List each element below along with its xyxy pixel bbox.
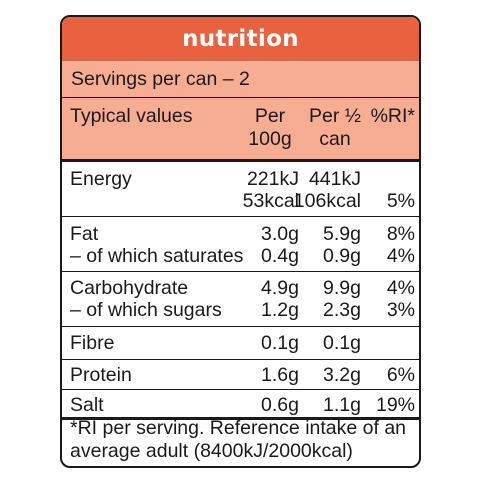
row-per-100g: 4.9g: [261, 277, 299, 299]
row-label: Carbohydrate: [70, 277, 189, 299]
servings-per-can: Servings per can – 2: [62, 60, 419, 98]
ri-footnote: *RI per serving. Reference intake of an …: [70, 417, 415, 463]
row-label: Energy: [70, 168, 132, 190]
row-label: Fibre: [70, 332, 115, 354]
row-per-half-can: 0.1g: [323, 332, 361, 354]
row-per-half-can: 3.2g: [323, 364, 361, 386]
row-per-100g: 221kJ: [246, 168, 299, 190]
row-label: – of which sugars: [70, 299, 222, 321]
nutrition-title-bar: nutrition: [62, 17, 419, 60]
row-per-100g: 0.1g: [261, 332, 299, 354]
row-per-half-can: 106kcal: [293, 190, 361, 212]
table-row-fat: Fat 3.0g 5.9g 8% – of which saturates 0.…: [62, 217, 419, 272]
row-per-100g: 0.6g: [261, 394, 299, 416]
row-per-100g: 1.2g: [261, 299, 299, 321]
footnote-line-2: average adult (8400kJ/2000kcal): [70, 440, 353, 462]
header-per-half-can-line2: can: [319, 128, 351, 150]
header-per-100g-line2: 100g: [248, 128, 292, 150]
table-row-protein: Protein 1.6g 3.2g 6%: [62, 360, 419, 390]
row-ri: 8%: [386, 223, 415, 245]
row-per-half-can: 5.9g: [323, 223, 361, 245]
table-header-row: Typical values Per 100g Per ½ can %RI*: [62, 98, 419, 162]
row-per-half-can: 9.9g: [323, 277, 361, 299]
row-per-half-can: 441kJ: [308, 168, 361, 190]
row-ri: 6%: [386, 364, 415, 386]
table-row-carbohydrate: Carbohydrate 4.9g 9.9g 4% – of which sug…: [62, 272, 419, 327]
table-row-fibre: Fibre 0.1g 0.1g: [62, 327, 419, 360]
nutrition-title: nutrition: [182, 25, 299, 52]
table-row-salt: Salt 0.6g 1.1g 19%: [62, 390, 419, 420]
row-label: – of which saturates: [70, 245, 244, 267]
table-row-energy: Energy 221kJ 441kJ 53kcal 106kcal 5%: [62, 162, 419, 217]
footnote-line-1: *RI per serving. Reference intake of an: [70, 417, 407, 439]
row-per-100g: 1.6g: [261, 364, 299, 386]
row-label: Protein: [70, 364, 132, 386]
row-ri: 4%: [386, 277, 415, 299]
row-per-100g: 3.0g: [261, 223, 299, 245]
header-ri: %RI*: [370, 105, 415, 127]
row-ri: 4%: [386, 245, 415, 267]
row-ri: 19%: [375, 394, 415, 416]
header-per-100g-line1: Per: [254, 105, 286, 127]
row-per-100g: 0.4g: [261, 245, 299, 267]
nutrition-panel: nutrition Servings per can – 2 Typical v…: [60, 15, 421, 468]
header-typical-values: Typical values: [70, 105, 193, 127]
row-per-100g: 53kcal: [242, 190, 299, 212]
row-label: Fat: [70, 223, 99, 245]
row-ri: 5%: [386, 190, 415, 212]
row-per-half-can: 0.9g: [323, 245, 361, 267]
row-per-half-can: 2.3g: [323, 299, 361, 321]
row-ri: 3%: [386, 299, 415, 321]
header-per-half-can-line1: Per ½: [308, 105, 362, 127]
row-per-half-can: 1.1g: [323, 394, 361, 416]
row-label: Salt: [70, 394, 104, 416]
